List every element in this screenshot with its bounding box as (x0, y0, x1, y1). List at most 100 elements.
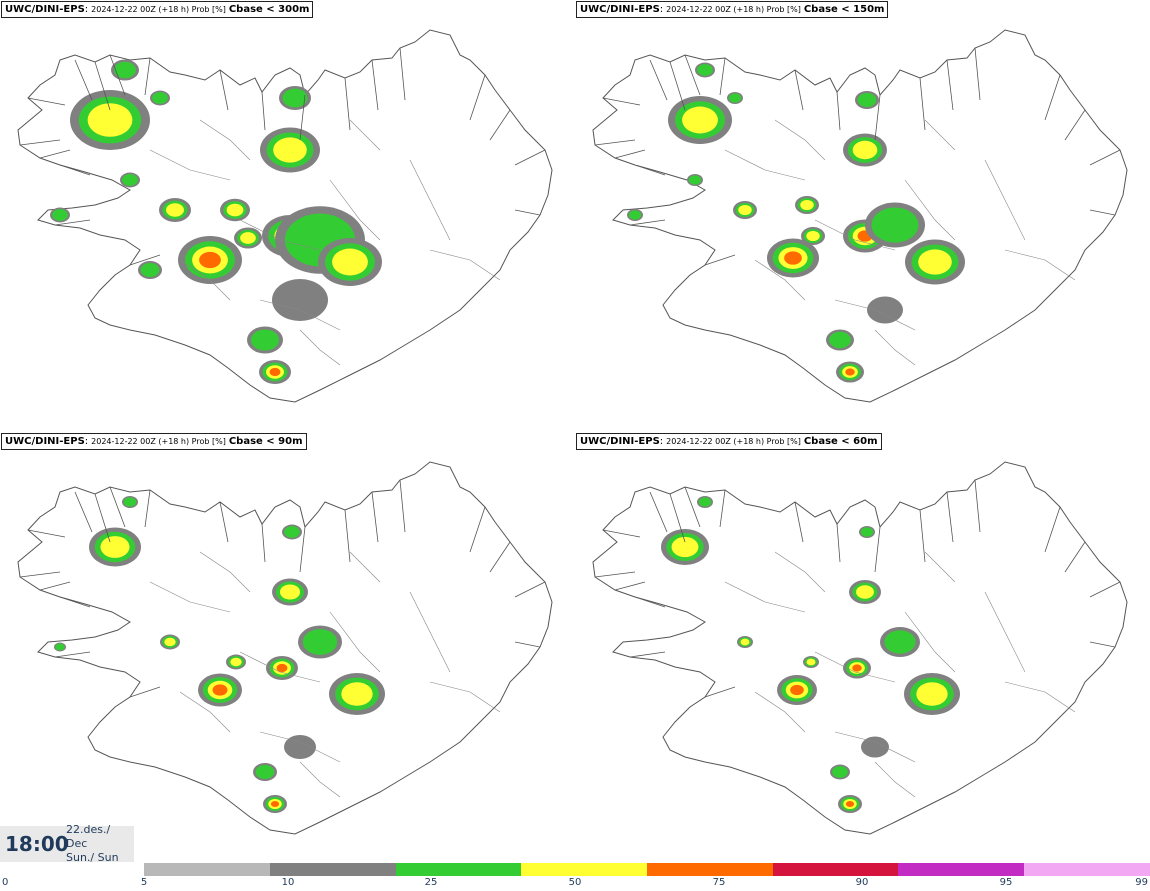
fjord-line (719, 489, 726, 528)
fjord-line (1089, 641, 1116, 648)
boundary-line (429, 681, 501, 713)
fjord-line (27, 97, 66, 106)
probability-area (152, 92, 168, 104)
colorbar-segment (395, 863, 522, 876)
fjord-line (94, 61, 111, 111)
fjord-line (946, 491, 954, 543)
colorbar-tick-label: 5 (140, 877, 148, 888)
fjord-line (399, 47, 406, 101)
colorbar-tick-label: 0 (2, 877, 9, 888)
fjord-line (704, 254, 736, 266)
fjord-line (144, 489, 151, 528)
probability-area (845, 368, 855, 376)
fjord-line (144, 57, 151, 96)
probability-area (122, 174, 138, 186)
fjord-line (54, 219, 91, 226)
iceland-probability-map (17, 461, 553, 835)
probability-area (852, 664, 862, 672)
fjord-line (794, 69, 804, 111)
fjord-line (1064, 541, 1086, 573)
fjord-line (39, 581, 71, 591)
fjord-line (594, 139, 636, 146)
fjord-line (1044, 74, 1061, 121)
probability-contours (54, 496, 385, 813)
probability-area (250, 329, 280, 351)
probability-area (884, 630, 916, 654)
fjord-line (684, 54, 701, 96)
fjord-line (59, 164, 91, 176)
panel-title: UWC/DINI-EPS: 2024-12-22 00Z (+18 h) Pro… (576, 1, 889, 18)
probability-area (918, 249, 952, 275)
probability-area (860, 527, 874, 537)
fjord-line (59, 596, 91, 608)
fjord-line (974, 47, 981, 101)
probability-area (212, 684, 228, 696)
fjord-line (974, 479, 981, 533)
valid-date: 22.des./ Dec Sun./ Sun (66, 823, 134, 865)
run-info: 2024-12-22 00Z (+18 h) Prob [%] (91, 5, 226, 14)
fjord-line (371, 491, 379, 543)
probability-area (916, 682, 948, 706)
probability-contours (50, 59, 382, 384)
fjord-line (74, 59, 93, 101)
boundary-line (239, 651, 321, 683)
valid-time: 18:00 (5, 832, 69, 856)
probability-area (728, 93, 742, 103)
colorbar-segments (144, 863, 1150, 876)
colorbar-segment (772, 863, 899, 876)
probability-area (52, 209, 68, 221)
probability-area (166, 203, 184, 217)
boundary-line (904, 611, 956, 673)
fjord-line (19, 139, 61, 146)
boundary-line (329, 179, 381, 241)
boundary-line (754, 691, 806, 733)
probability-area (861, 736, 889, 758)
colorbar-segment (647, 863, 773, 876)
fjord-line (469, 74, 486, 121)
boundary-line (299, 329, 341, 366)
colorbar-tick-label: 75 (712, 877, 726, 888)
variable-label: Cbase < 90m (228, 436, 303, 447)
fjord-line (649, 59, 668, 101)
fjord-line (919, 77, 926, 131)
colorbar-segment (898, 863, 1024, 876)
boundary-line (834, 731, 916, 763)
boundary-line (179, 259, 231, 301)
probability-area (282, 88, 308, 108)
fjord-line (19, 571, 61, 578)
probability-area (332, 248, 368, 276)
probability-area (255, 764, 275, 780)
probability-contours (661, 496, 960, 813)
run-info: 2024-12-22 00Z (+18 h) Prob [%] (666, 437, 801, 446)
fjord-line (794, 501, 804, 543)
probability-area (240, 232, 256, 244)
variable-label: Cbase < 300m (228, 4, 310, 15)
fjord-line (874, 94, 881, 141)
fjord-line (634, 164, 666, 176)
probability-area (856, 585, 874, 599)
colorbar-segment (270, 863, 396, 876)
probability-area (871, 207, 919, 243)
probability-area (867, 296, 903, 324)
colorbar-segment (144, 863, 271, 876)
probability-area (226, 203, 244, 217)
boundary-line (259, 299, 341, 331)
model-name: UWC/DINI-EPS (5, 4, 85, 15)
boundary-line (904, 179, 956, 241)
fjord-line (371, 59, 379, 111)
fjord-line (27, 529, 66, 538)
fjord-line (669, 61, 686, 111)
colorbar-tick-label: 90 (855, 877, 869, 888)
colorbar-tick-label: 50 (568, 877, 582, 888)
model-name: UWC/DINI-EPS (580, 4, 660, 15)
fjord-line (74, 491, 93, 533)
boundary-line (754, 259, 806, 301)
fjord-line (299, 94, 306, 141)
boundary-line (149, 581, 231, 613)
iceland-coastline (592, 29, 1128, 403)
fjord-line (109, 54, 126, 96)
fjord-line (594, 571, 636, 578)
boundary-line (774, 551, 826, 593)
fjord-line (684, 486, 701, 528)
fjord-line (514, 581, 546, 598)
